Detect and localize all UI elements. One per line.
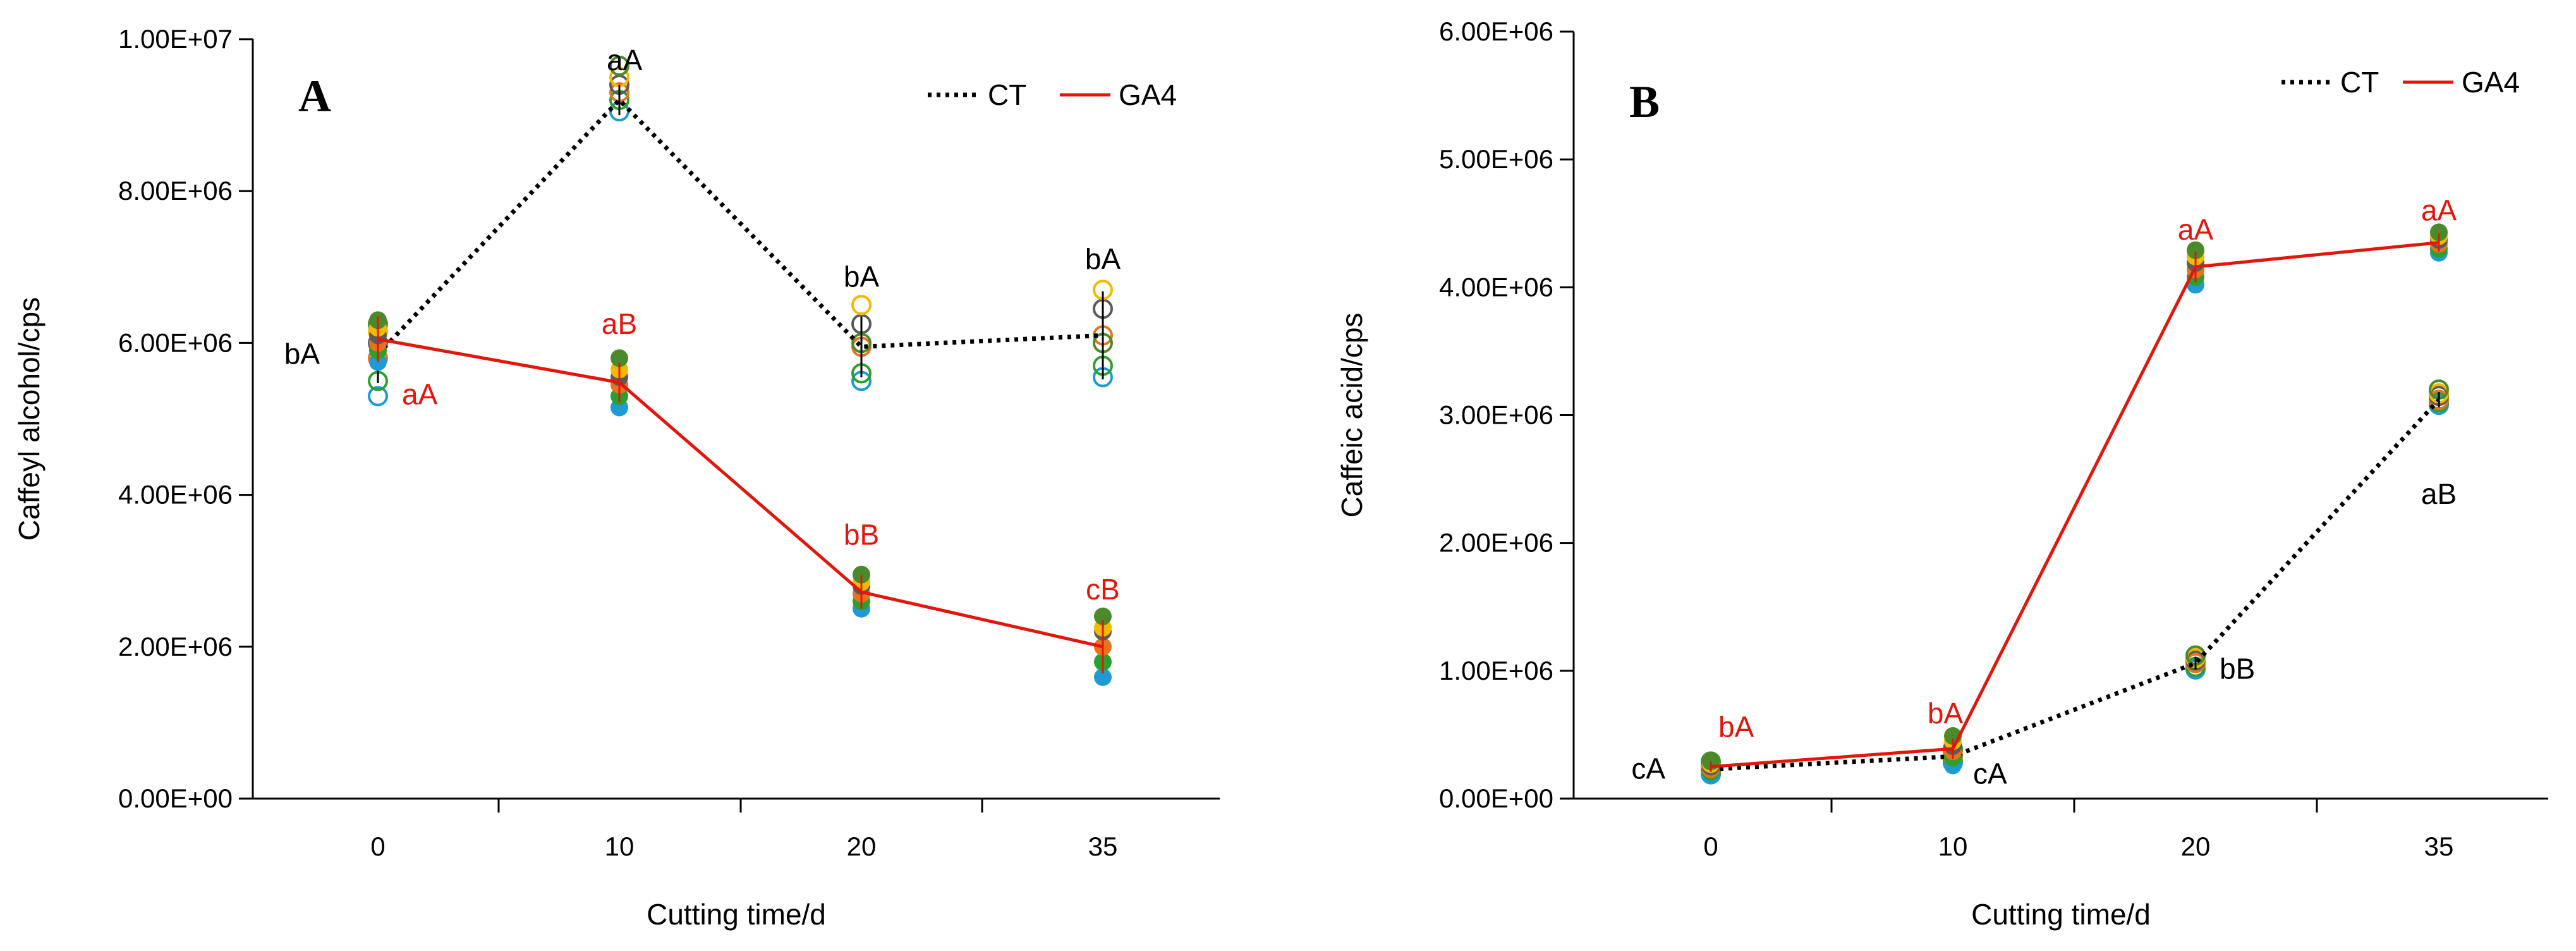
series-ga4: aA aB bB cB (369, 307, 1120, 686)
y-tick-label: 2.00E+06 (118, 632, 233, 661)
x-tick-label: 20 (2181, 831, 2211, 861)
significance-label: aA (2178, 213, 2214, 246)
y-tick-label: 5.00E+06 (1439, 144, 1553, 174)
series-line-ga4 (377, 337, 1103, 649)
y-tick-label: 3.00E+06 (1439, 400, 1553, 430)
data-point-replicate (851, 295, 872, 316)
significance-label: cB (1086, 573, 1120, 606)
x-tick-label: 10 (1938, 831, 1968, 861)
y-tick-label: 1.00E+06 (1439, 656, 1553, 685)
y-tick-label: 2.00E+06 (1439, 528, 1553, 558)
x-tick-label: 20 (847, 831, 877, 861)
significance-label: aA (2421, 194, 2457, 227)
y-tick-label: 0.00E+00 (1439, 783, 1553, 813)
significance-label: aB (602, 307, 637, 340)
x-tick-label: 0 (1703, 831, 1718, 861)
x-tick-label: 10 (605, 831, 635, 861)
legend-label-ct: CT (2340, 66, 2379, 99)
chart-panel-a: 0.00E+00 2.00E+06 4.00E+06 6.00E+06 8.00E+06… (13, 24, 1220, 931)
x-axis-title: Cutting time/d (1971, 898, 2151, 931)
significance-label: bA (284, 337, 320, 370)
data-point-replicate (1094, 668, 1112, 686)
data-point-replicate (368, 386, 388, 407)
significance-label: bA (1718, 710, 1754, 743)
data-point-replicate (611, 349, 628, 367)
series-ct: cA cA bB aB (1631, 379, 2457, 790)
data-point-replicate (2187, 241, 2204, 259)
significance-label: bB (2220, 653, 2255, 685)
significance-label: cA (1973, 757, 2007, 790)
y-tick-label: 4.00E+06 (118, 480, 233, 510)
significance-label: cA (1631, 752, 1665, 785)
legend-label-ct: CT (988, 78, 1026, 111)
significance-label: bB (844, 518, 879, 551)
x-tick-label: 35 (2424, 831, 2454, 861)
series-ct: bA aA bA bA (284, 44, 1121, 407)
y-tick-label: 4.00E+06 (1439, 272, 1553, 302)
y-tick-label: 6.00E+06 (1439, 16, 1553, 46)
data-point-replicate (853, 565, 870, 584)
chart-panel-b: 0.00E+00 1.00E+06 2.00E+06 3.00E+06 4.00E+06… (1335, 16, 2548, 931)
panel-letter: B (1629, 77, 1660, 127)
y-axis-title: Caffeic acid/cps (1335, 313, 1368, 518)
y-tick-label: 8.00E+06 (118, 176, 233, 206)
data-point-replicate (2430, 223, 2448, 242)
y-tick-label: 6.00E+06 (118, 328, 233, 357)
x-tick-label: 0 (370, 831, 385, 861)
y-tick-label: 1.00E+07 (118, 24, 233, 54)
significance-label: aA (607, 44, 643, 77)
y-axis-title: Caffeyl alcohol/cps (13, 297, 46, 541)
significance-label: bA (1928, 697, 1964, 730)
legend: CT GA4 (928, 78, 1177, 111)
significance-label: bA (844, 260, 880, 293)
panel-letter: A (298, 71, 331, 121)
series-line-ga4 (1710, 241, 2439, 768)
legend-label-ga4: GA4 (2462, 66, 2520, 99)
y-tick-label: 0.00E+00 (118, 783, 233, 813)
significance-label: aA (402, 377, 438, 410)
data-point-replicate (609, 56, 629, 77)
data-point-replicate (1094, 607, 1112, 625)
significance-label: aB (2421, 477, 2457, 510)
x-axis-title: Cutting time/d (647, 898, 826, 931)
significance-label: bA (1085, 242, 1121, 275)
legend: CT GA4 (2281, 66, 2520, 99)
series-ga4: bA bA aA aA (1702, 194, 2457, 785)
legend-label-ga4: GA4 (1119, 78, 1177, 111)
series-line-ct (1710, 398, 2441, 771)
x-tick-label: 35 (1088, 831, 1118, 861)
series-line-ct (376, 97, 1103, 356)
